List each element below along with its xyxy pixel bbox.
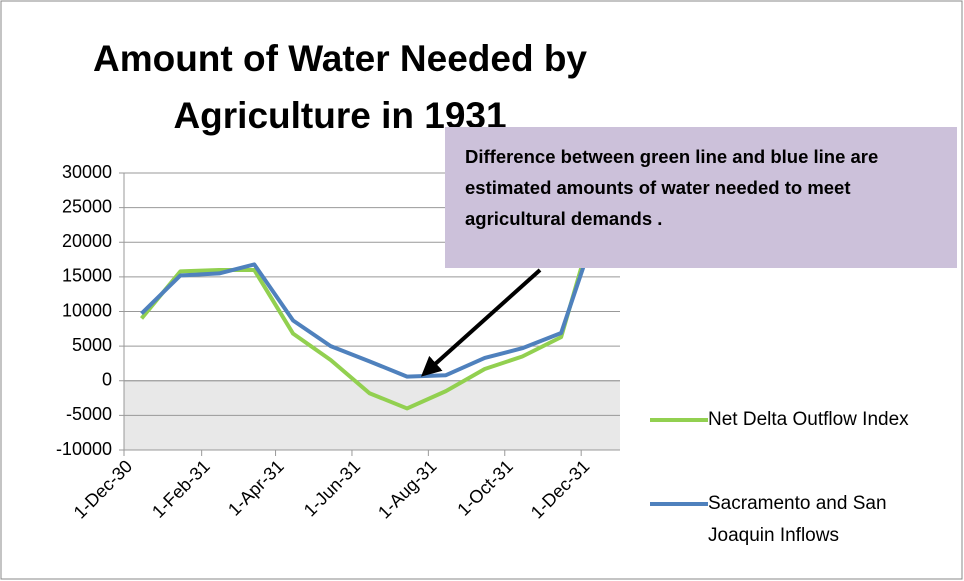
x-tick-label: 1-Aug-31 <box>374 456 441 523</box>
x-tick-label: 1-Dec-30 <box>70 456 136 522</box>
legend-label: Net Delta Outflow Index <box>708 409 909 430</box>
series-group <box>139 207 601 411</box>
y-tick-label: 30000 <box>62 162 112 182</box>
y-tick-label: 5000 <box>72 335 112 355</box>
y-tick-label: -10000 <box>56 439 112 459</box>
series-line <box>140 220 601 379</box>
x-tick-label: 1-Apr-31 <box>224 456 288 520</box>
y-tick-label: 0 <box>102 370 112 390</box>
x-tick-label: 1-Oct-31 <box>453 456 517 520</box>
annotation-arrow <box>421 268 542 377</box>
y-tick-label: 10000 <box>62 300 112 320</box>
series-line <box>139 207 601 411</box>
x-tick-label: 1-Dec-31 <box>527 456 593 522</box>
x-tick-label: 1-Feb-31 <box>148 456 214 522</box>
y-tick-label: 15000 <box>62 266 112 286</box>
y-tick-label: 25000 <box>62 196 112 216</box>
y-tick-label: 20000 <box>62 231 112 251</box>
legend-label: Sacramento and San Joaquin Inflows <box>708 493 887 546</box>
annotation: Difference between green line and blue l… <box>445 127 957 268</box>
x-tick-label: 1-Jun-31 <box>300 456 364 520</box>
y-tick-label: -5000 <box>66 404 112 424</box>
